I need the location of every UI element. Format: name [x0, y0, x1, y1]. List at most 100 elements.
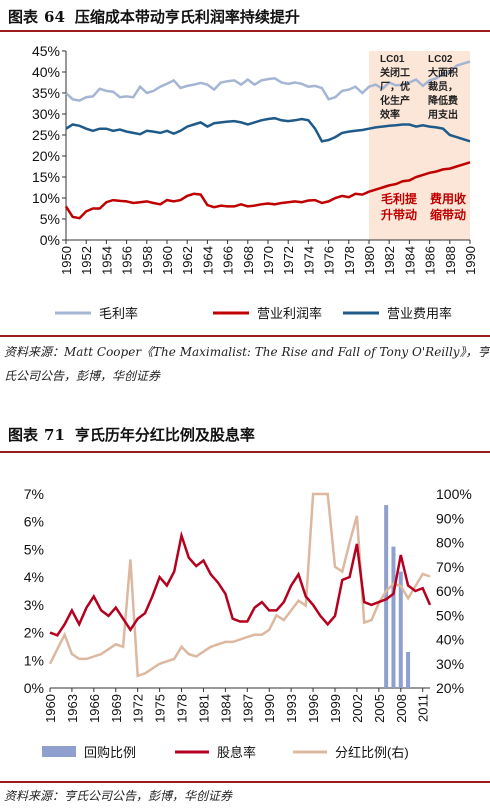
x-tick-label: 1972	[281, 246, 296, 275]
y-right-tick-label: 30%	[436, 656, 464, 672]
x-tick-label: 1988	[443, 246, 458, 275]
annotation-red-right: 费用收	[430, 191, 466, 206]
series-line-1	[65, 60, 471, 102]
annotation-lc01-line: 关闭工	[380, 66, 410, 79]
y-right-tick-label: 100%	[436, 486, 472, 502]
x-tick-label: 1958	[140, 246, 155, 275]
source-rule	[0, 781, 490, 783]
figure-64-title: 图表 64 压缩成本带动亨氏利润率持续提升	[8, 6, 300, 27]
legend-swatch-buyback	[42, 746, 76, 757]
source-note-71: 资料来源：亨氏公司公告，彭博，华创证券	[4, 789, 233, 803]
payout-ratio-line	[48, 492, 431, 678]
title-rule	[0, 451, 490, 453]
x-tick-label: 1975	[153, 694, 168, 723]
buyback-bar	[391, 546, 396, 688]
y-right-tick-label: 90%	[436, 510, 464, 526]
x-tick-label: 1981	[196, 694, 211, 723]
x-tick-label: 1962	[180, 246, 195, 275]
x-tick-label: 1956	[120, 246, 135, 275]
x-tick-label: 1964	[200, 246, 215, 275]
x-tick-label: 1972	[131, 694, 146, 723]
x-tick-label: 2002	[350, 694, 365, 723]
x-tick-label: 1974	[301, 246, 316, 275]
figure-title-text: 压缩成本带动亨氏利润率持续提升	[74, 8, 300, 26]
legend-label: 回购比例	[84, 745, 136, 760]
y-right-tick-label: 80%	[436, 535, 464, 551]
annotation-lc01-line: 厂，优	[380, 80, 410, 93]
x-tick-label: 1986	[423, 246, 438, 275]
annotation-red-left: 毛利提	[381, 191, 418, 206]
figure-label: 图表	[8, 8, 39, 26]
annotation-lc01-line: 化生产	[380, 94, 410, 107]
x-tick-label: 1999	[328, 694, 343, 723]
y-left-tick-label: 7%	[24, 486, 44, 502]
x-tick-label: 1976	[322, 246, 337, 275]
chart-71: 0% 1% 2% 3% 4% 5% 6% 7% 20% 30% 40% 50% 60% 70% 80% 90%…	[24, 486, 472, 760]
x-tick-label: 1960	[43, 694, 58, 723]
legend-label: 毛利率	[99, 306, 138, 321]
y-left-tick-label: 1%	[24, 652, 44, 668]
y-tick-label: 10%	[32, 190, 60, 206]
y-tick-label: 40%	[32, 64, 60, 80]
x-tick-label: 2005	[372, 694, 387, 723]
y-left-tick-label: 6%	[24, 514, 44, 530]
source-rule	[0, 335, 490, 337]
series-line-2	[64, 161, 471, 220]
y-tick-label: 35%	[32, 85, 60, 101]
y-tick-label: 5%	[40, 211, 60, 227]
y-left-tick-label: 2%	[24, 625, 44, 641]
x-tick-label: 2011	[416, 694, 431, 722]
x-tick-label: 1980	[362, 246, 377, 275]
y-tick-label: 30%	[32, 106, 60, 122]
chart-64: 0% 5% 10% 15% 20% 25% 30% 35% 40% 45% 1950 1952 1954…	[32, 43, 478, 321]
annotation-lc02-line: 用支出	[427, 108, 458, 121]
annotation-lc01-title: LC01	[380, 54, 405, 65]
annotation-lc02-line: 裁员，	[428, 80, 458, 93]
annotation-red-left: 升带动	[381, 207, 417, 222]
figure-71-title: 图表 71 亨氏历年分红比例及股息率	[8, 424, 255, 445]
x-tick-label: 1968	[241, 246, 256, 275]
x-tick-label: 1990	[262, 694, 277, 723]
x-tick-label: 1969	[109, 694, 124, 723]
y-tick-label: 45%	[32, 43, 60, 59]
x-tick-label: 1987	[240, 694, 255, 723]
y-tick-label: 25%	[32, 127, 60, 143]
annotation-lc01-line: 效率	[380, 108, 400, 121]
y-tick-label: 0%	[40, 232, 60, 248]
y-left-tick-label: 3%	[24, 597, 44, 613]
x-tick-label: 1984	[402, 246, 417, 275]
buyback-bar	[406, 651, 411, 688]
y-left-tick-label: 5%	[24, 541, 44, 557]
x-tick-label: 1966	[221, 246, 236, 275]
x-tick-label: 1970	[261, 246, 276, 275]
x-tick-label: 1993	[284, 694, 299, 723]
title-rule	[0, 30, 490, 32]
x-tick-label: 1990	[463, 246, 478, 275]
x-tick-label: 1950	[59, 246, 74, 275]
legend-label: 营业费用率	[387, 306, 452, 321]
y-tick-label: 15%	[32, 169, 60, 185]
x-tick-label: 1960	[160, 246, 175, 275]
x-tick-label: 1978	[175, 694, 190, 723]
figure-number: 64	[44, 8, 65, 26]
figure-title-text: 亨氏历年分红比例及股息率	[74, 426, 255, 444]
y-right-tick-label: 40%	[436, 632, 464, 648]
x-tick-label: 1982	[382, 246, 397, 275]
y-left-tick-label: 4%	[24, 569, 44, 585]
annotation-lc02-line: 大面积	[428, 66, 458, 79]
dividend-yield-line	[49, 530, 432, 637]
legend-label: 股息率	[217, 745, 256, 760]
annotation-lc02-title: LC02	[428, 54, 453, 65]
x-tick-label: 1984	[218, 694, 233, 723]
x-tick-label: 1966	[87, 694, 102, 723]
figure-label: 图表	[8, 426, 39, 444]
legend-label: 营业利润率	[257, 306, 322, 321]
figure-number: 71	[44, 426, 65, 444]
buyback-bar	[398, 571, 403, 688]
buyback-bar	[384, 505, 389, 688]
x-tick-label: 1978	[342, 246, 357, 275]
source-note-64: 资料来源：Matt Cooper《The Maximalist: The Ris…	[4, 345, 490, 383]
x-tick-label: 1963	[65, 694, 80, 723]
legend-label: 分红比例(右)	[335, 745, 409, 760]
y-right-tick-label: 20%	[436, 680, 464, 696]
